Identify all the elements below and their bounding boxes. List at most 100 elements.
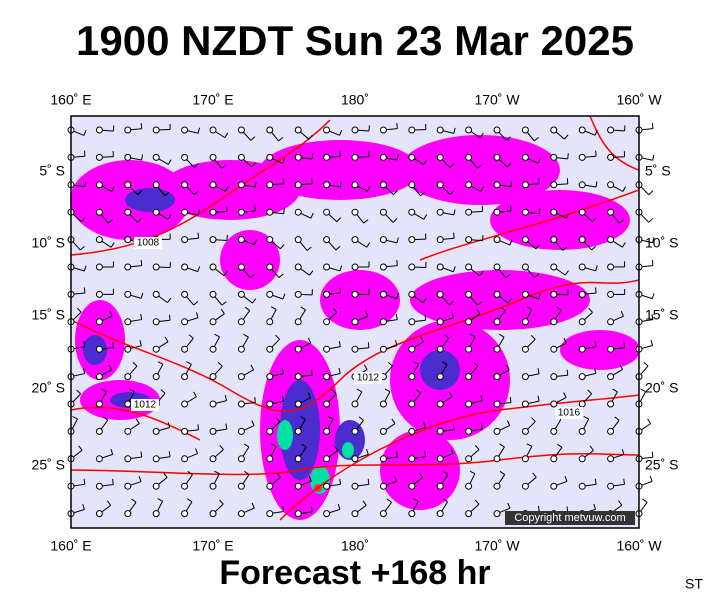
barb-flag [387,361,393,367]
station-point [294,373,302,381]
barb-flag [567,153,569,159]
barb-flag [651,314,654,320]
barb-flag [592,217,597,223]
barb-flag [557,443,563,448]
barb-flag [476,308,481,314]
barb-flag [473,362,479,367]
station-point [493,427,501,435]
station-point [323,263,331,271]
station-point [550,208,558,216]
station-point [323,208,331,216]
barb-flag [282,158,286,164]
barb-flag [594,341,597,347]
station-point [436,510,444,518]
station-point [379,153,387,161]
isobar-label-box [555,407,583,419]
station-point [323,126,331,134]
station-point [607,345,615,353]
barb-flag [311,369,313,376]
lat-label: 15˚ S [645,307,678,323]
barb-flag [443,471,449,475]
station-point [550,290,558,298]
barb-flag [420,191,426,197]
station-point [95,482,103,490]
barb-flag [197,232,200,239]
barb-flag [537,395,540,402]
barb-flag [275,417,281,422]
station-point [95,126,103,134]
barb-flag [363,364,368,370]
wind-barbs [67,123,655,518]
station-point [465,181,473,189]
station-point [95,181,103,189]
barb-flag [135,418,140,424]
station-point [465,236,473,244]
station-point [493,400,501,408]
barb-flag [563,392,567,398]
barb-flag [275,334,280,340]
barb-flag [507,502,511,509]
station-point [266,400,274,408]
station-point [607,373,615,381]
station-point [152,181,160,189]
barb-flag [72,415,78,420]
station-point [124,126,132,134]
station-point [237,400,245,408]
station-point [237,318,245,326]
station-point [351,482,359,490]
station-point [294,208,302,216]
barb-flag [651,293,655,299]
station: ST [685,576,703,592]
barb-flag [214,333,220,338]
lon-label: 160˚ W [616,92,662,108]
barb-flag [103,416,109,421]
barb-flag [589,445,594,451]
barb-flag [243,333,249,338]
barb-flag [506,420,511,426]
station-point [323,482,331,490]
lon-label: 170˚ W [474,538,520,554]
station-point [95,510,103,518]
barb-flag [453,127,456,134]
station-point [379,400,387,408]
isobar-label: 1012 [357,373,380,384]
barb-flag [221,301,227,306]
station-point [493,126,501,134]
barb-flag [157,361,164,365]
station-point [124,427,132,435]
station-point [493,318,501,326]
title: 1900 NZDT Sun 23 Mar 2025 [76,17,634,64]
barb-flag [648,190,654,196]
station-point [209,236,217,244]
station-point [521,345,529,353]
barb-flag [140,259,143,266]
barb-flag [452,266,456,272]
station-point [152,427,160,435]
station-point [521,427,529,435]
barb-flag [108,364,113,370]
copyright: Copyright metvuw.com [514,512,625,524]
station-point [266,263,274,271]
station-point [408,373,416,381]
lat-label: 20˚ S [32,380,65,396]
station-point [294,510,302,518]
station-point [351,126,359,134]
station-point [465,153,473,161]
station-point [550,126,558,134]
barb-flag [395,314,398,320]
station-point [124,482,132,490]
station-point [294,263,302,271]
station-point [95,345,103,353]
station-point [209,263,217,271]
barb-flag [424,451,427,457]
barb-flag [392,190,398,196]
barb-flag [531,417,536,422]
barb-flag [197,127,201,134]
station-point [550,318,558,326]
station-point [436,455,444,463]
barb-flag [83,265,87,272]
station-point [607,181,615,189]
barb-flag [499,443,505,448]
barb-flag [80,217,86,223]
barb-flag [160,389,166,394]
